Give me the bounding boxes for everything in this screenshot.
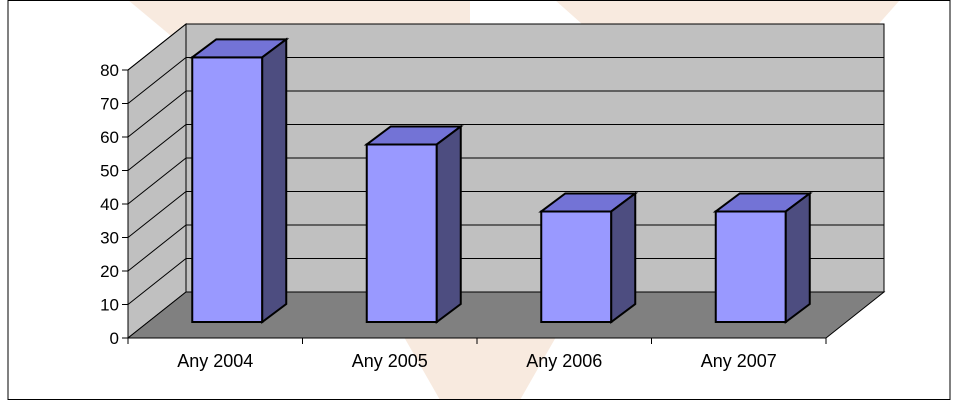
bar-side	[611, 193, 635, 322]
bar	[541, 193, 635, 322]
bar	[192, 39, 286, 322]
x-category-label: Any 2006	[526, 351, 602, 371]
y-tick-label-60: 60	[100, 128, 119, 147]
y-tick-label-80: 80	[100, 61, 119, 80]
bar	[716, 193, 810, 322]
y-tick-label-20: 20	[100, 262, 119, 281]
y-tick-label-10: 10	[100, 296, 119, 315]
bar	[367, 126, 461, 322]
bar-side	[786, 193, 810, 322]
x-category-label: Any 2005	[352, 351, 428, 371]
x-category-label: Any 2007	[701, 351, 777, 371]
y-axis: 0 10 20 30 40 50 60 70 80	[100, 61, 128, 348]
bar-side	[437, 126, 461, 322]
bar-front	[541, 211, 611, 322]
y-tick-label-50: 50	[100, 162, 119, 181]
y-tick-label-0: 0	[110, 329, 119, 348]
y-tick-label-40: 40	[100, 195, 119, 214]
bar-front	[192, 57, 262, 322]
y-tick-label-70: 70	[100, 95, 119, 114]
y-tick-label-30: 30	[100, 229, 119, 248]
bar-front	[716, 211, 786, 322]
bar-side	[262, 39, 286, 322]
x-category-label: Any 2004	[177, 351, 253, 371]
bar-front	[367, 144, 437, 322]
